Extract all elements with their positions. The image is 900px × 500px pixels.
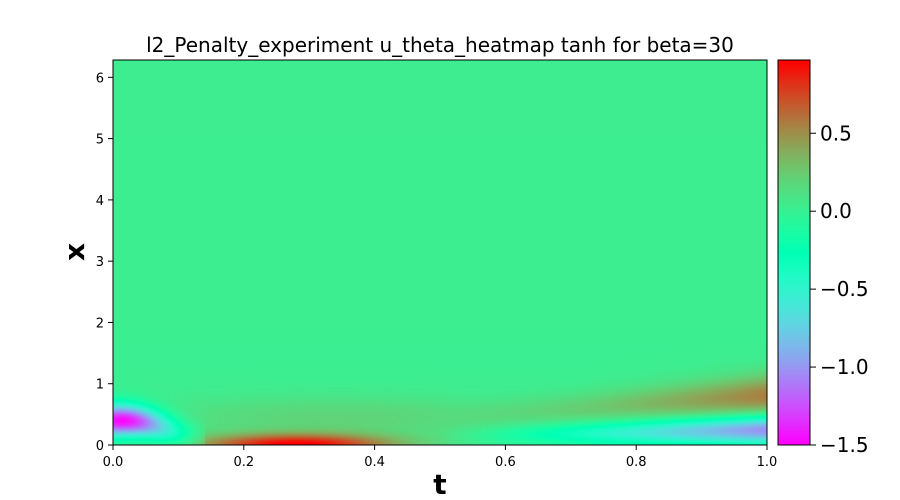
colorbar-ticks: 0.5 0.0 −0.5 −1.0 −1.5 <box>810 121 869 457</box>
y-tick-label: 4 <box>96 194 104 209</box>
x-axis: 0.0 0.2 0.4 0.6 0.8 1.0 <box>103 445 778 470</box>
y-tick-label: 1 <box>96 378 104 393</box>
y-tick-label: 0 <box>96 439 104 454</box>
y-axis: 0 1 2 3 4 5 6 <box>96 71 113 454</box>
y-tick-label: 3 <box>96 255 104 270</box>
x-tick-label: 0.8 <box>626 455 647 470</box>
colorbar-gradient <box>778 60 810 445</box>
plot-area <box>112 59 768 446</box>
y-tick-label: 6 <box>96 71 104 86</box>
plot-frame <box>112 59 768 446</box>
y-tick-label: 2 <box>96 316 104 331</box>
heatmap-image <box>113 60 767 445</box>
y-tick-label: 5 <box>96 133 104 148</box>
colorbar-frame <box>777 59 811 446</box>
colorbar-tick-label: 0.5 <box>820 121 852 145</box>
x-tick-label: 0.6 <box>495 455 516 470</box>
colorbar-tick-label: 0.0 <box>820 199 852 223</box>
x-tick-label: 0.0 <box>103 455 124 470</box>
x-tick-label: 1.0 <box>757 455 778 470</box>
x-tick-label: 0.2 <box>233 455 254 470</box>
chart-title: l2_Penalty_experiment u_theta_heatmap ta… <box>146 33 734 57</box>
colorbar: 0.5 0.0 −0.5 −1.0 −1.5 <box>777 59 869 457</box>
colorbar-tick-label: −1.5 <box>820 433 869 457</box>
colorbar-tick-label: −1.0 <box>820 355 869 379</box>
y-axis-label: x <box>58 243 91 261</box>
colorbar-tick-label: −0.5 <box>820 277 869 301</box>
x-axis-label: t <box>433 468 446 500</box>
x-tick-label: 0.4 <box>364 455 385 470</box>
